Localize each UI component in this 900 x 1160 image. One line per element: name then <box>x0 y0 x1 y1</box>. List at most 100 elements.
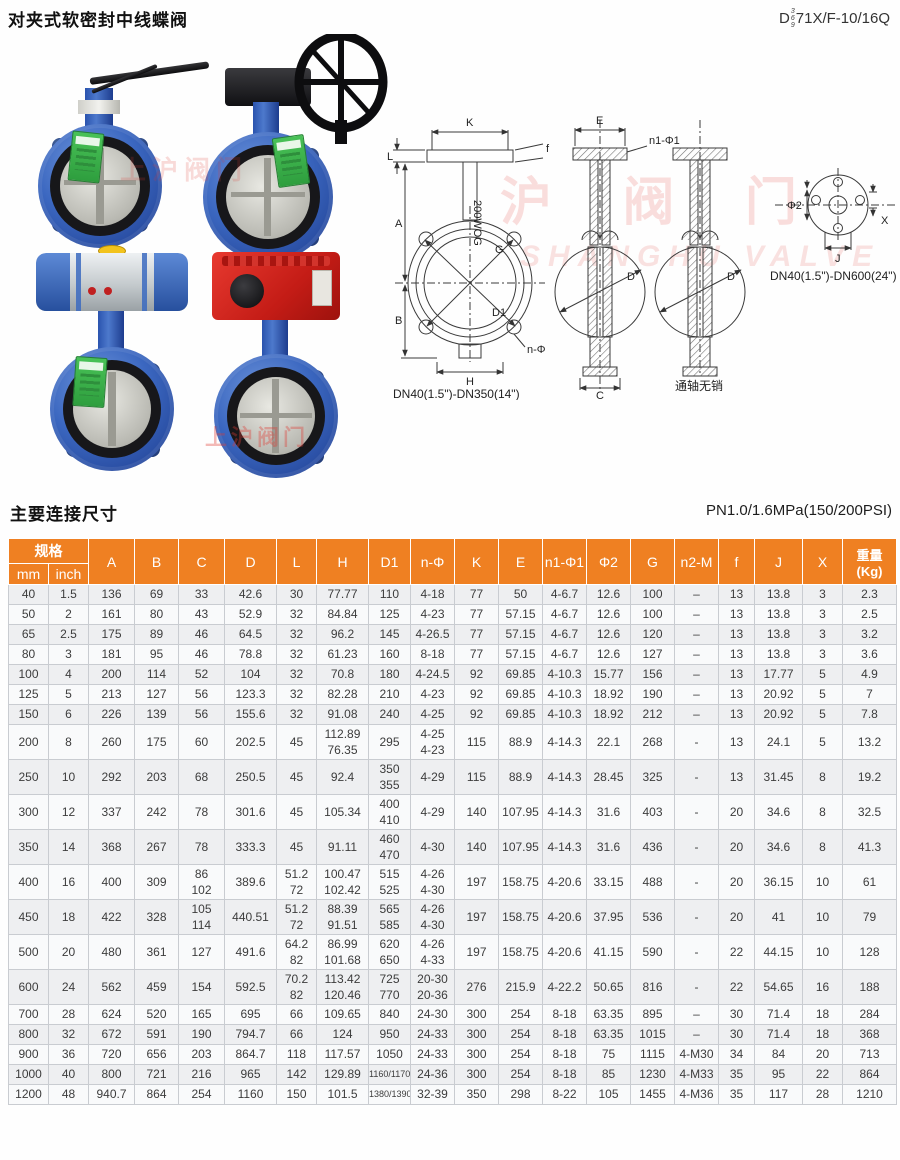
cell: 75 <box>586 1044 631 1065</box>
cell: 440.51 <box>224 899 277 935</box>
cell: 88.39 91.51 <box>316 899 369 935</box>
cell: – <box>674 1004 719 1025</box>
cell: 190 <box>178 1024 225 1045</box>
cell: 101.5 <box>316 1084 369 1105</box>
cell: 77 <box>454 584 499 605</box>
table-row-dn450: 450 18 422 328 105 114 440.51 51.2 72 88.39 91.51 5… <box>8 899 897 935</box>
header-col-L: L <box>276 538 317 585</box>
cell: 127 <box>178 934 225 970</box>
table-row-dn350: 350 14 368 267 78 333.3 45 91.11 460 470 4-30 140 10… <box>8 829 897 865</box>
actuator-endcap <box>36 253 70 311</box>
cell: 115 <box>454 724 499 760</box>
cell: 8 <box>802 829 843 865</box>
table-row-dn900: 900 36 720 656 203 864.7 118 117.57 1050 24-33 300… <box>8 1044 897 1065</box>
cell: 110 <box>368 584 411 605</box>
cell: 864 <box>134 1084 179 1105</box>
handwheel-icon <box>294 34 388 144</box>
cell: 210 <box>368 684 411 705</box>
cell: 32.5 <box>842 794 897 830</box>
cell: 840 <box>368 1004 411 1025</box>
cell: 105 114 <box>178 899 225 935</box>
header-col-H: H <box>316 538 369 585</box>
cell: 2 <box>48 604 89 625</box>
cell: 19.2 <box>842 759 897 795</box>
fig3-section-view <box>654 120 746 377</box>
cell: 20.92 <box>754 684 803 705</box>
cell: 30 <box>276 584 317 605</box>
cell: 16 <box>48 864 89 900</box>
cell: 51.2 72 <box>276 899 317 935</box>
cell: 158.75 <box>498 899 543 935</box>
technical-drawings: K L f A B G D1 n-Φ H 200WOG DN40(1.5")-D… <box>387 115 897 400</box>
cell: 20 <box>48 934 89 970</box>
cell: 13.2 <box>842 724 897 760</box>
table-row-dn600: 600 24 562 459 154 592.5 70.2 82 113.42 120.46 725… <box>8 969 897 1005</box>
cell: 80 <box>134 604 179 625</box>
cell: 91.08 <box>316 704 369 725</box>
cell: 45 <box>276 829 317 865</box>
cell: 200 <box>8 724 49 760</box>
cell: 79 <box>842 899 897 935</box>
cell: 20 <box>718 829 755 865</box>
cell: 8-18 <box>410 644 455 665</box>
cell: 491.6 <box>224 934 277 970</box>
cell: - <box>674 759 719 795</box>
cell: 400 410 <box>368 794 411 830</box>
cell: 44.15 <box>754 934 803 970</box>
actuator-endcap <box>154 253 188 311</box>
cell: 590 <box>630 934 675 970</box>
cell: 37.95 <box>586 899 631 935</box>
cell: 13 <box>718 664 755 685</box>
svg-text:DN40(1.5")-DN600(24"): DN40(1.5")-DN600(24") <box>770 269 897 283</box>
cell: 24-33 <box>410 1024 455 1045</box>
cell: 46 <box>178 644 225 665</box>
cell: 4-14.3 <box>542 794 587 830</box>
cell: 54.65 <box>754 969 803 1005</box>
cell: 65 <box>8 624 49 645</box>
air-port <box>88 287 96 295</box>
cell: 24-36 <box>410 1064 455 1085</box>
electric-actuator <box>212 252 340 320</box>
cell: 41 <box>754 899 803 935</box>
cell: 5 <box>802 664 843 685</box>
cell: 4-14.3 <box>542 759 587 795</box>
cell: 100 <box>630 604 675 625</box>
cell: 77 <box>454 624 499 645</box>
cell: 3.2 <box>842 624 897 645</box>
cell: 4-22.2 <box>542 969 587 1005</box>
cell: 276 <box>454 969 499 1005</box>
cell: 350 <box>8 829 49 865</box>
cell: 1.5 <box>48 584 89 605</box>
cell: 368 <box>88 829 135 865</box>
cell: – <box>674 684 719 705</box>
cell: 24 <box>48 969 89 1005</box>
cell: 10 <box>802 864 843 900</box>
cell: 4-26 4-30 <box>410 864 455 900</box>
cell: 300 <box>8 794 49 830</box>
cell: 5 <box>802 724 843 760</box>
fig1-labels: K L f A B G D1 n-Φ H 200WOG DN40(1.5")-D… <box>387 117 550 400</box>
svg-text:n-Φ: n-Φ <box>527 344 546 356</box>
cell: 36.15 <box>754 864 803 900</box>
cell: 50.65 <box>586 969 631 1005</box>
cell: 15.77 <box>586 664 631 685</box>
cell: 794.7 <box>224 1024 277 1045</box>
photo-lever-valve <box>30 40 210 248</box>
fig4-labels: Φ2 X J DN40(1.5")-DN600(24") <box>770 200 897 283</box>
cell: 86 102 <box>178 864 225 900</box>
cell: 107.95 <box>498 829 543 865</box>
cell: 268 <box>630 724 675 760</box>
cell: 4-23 <box>410 604 455 625</box>
cell: 950 <box>368 1024 411 1045</box>
manual-knob <box>230 274 264 308</box>
cell: 92 <box>454 684 499 705</box>
svg-text:L: L <box>387 151 393 163</box>
actuator-ribs <box>222 256 330 266</box>
cell: 4-10.3 <box>542 664 587 685</box>
cell: 52.9 <box>224 604 277 625</box>
disc-stem <box>108 372 116 446</box>
page-title: 对夹式软密封中线蝶阀 <box>8 11 188 30</box>
cell: 4-23 <box>410 684 455 705</box>
header-col-A: A <box>88 538 135 585</box>
cell: 32 <box>276 684 317 705</box>
